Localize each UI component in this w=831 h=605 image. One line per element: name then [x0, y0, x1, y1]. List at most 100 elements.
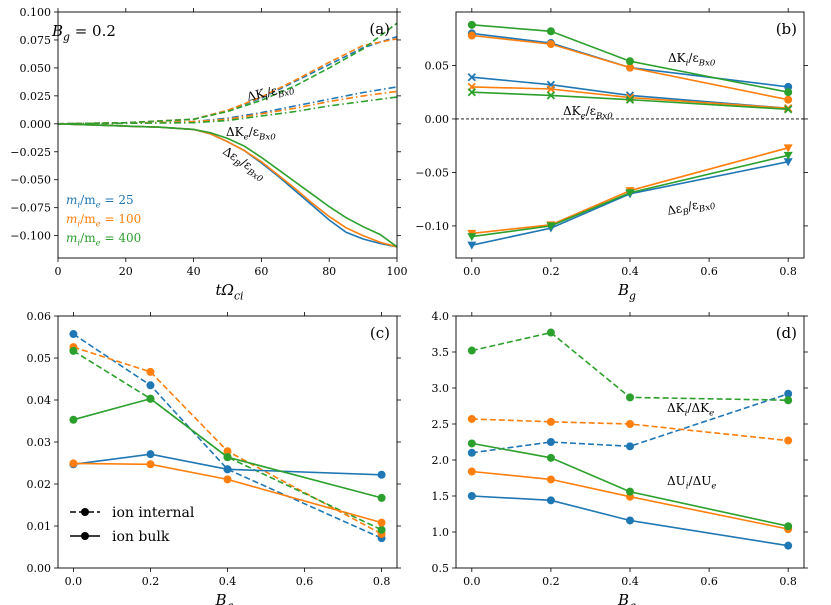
y-tick-label: 0.05 [425, 59, 450, 72]
series-line [471, 418, 789, 442]
y-tick-label: 0.025 [20, 90, 52, 103]
panel-label: (c) [370, 324, 390, 342]
data-point [377, 493, 386, 502]
annotation: Bg = 0.2 [51, 22, 116, 44]
y-tick-label: −0.10 [415, 220, 449, 233]
series-line [57, 86, 398, 125]
annotation: ΔKi/εBx0 [246, 80, 297, 108]
data-point [546, 496, 555, 505]
y-tick-label: 3.0 [432, 382, 450, 395]
data-point [546, 438, 555, 446]
x-tick-label: 40 [187, 265, 201, 278]
series-line [471, 86, 789, 110]
series-line [471, 34, 789, 101]
data-point [146, 367, 155, 376]
y-tick-label: 0.05 [27, 352, 52, 365]
data-point [467, 20, 476, 29]
series-line [72, 350, 382, 531]
data-point [783, 151, 793, 160]
data-point [625, 189, 635, 198]
y-tick-label: 3.5 [432, 346, 450, 359]
data-point [546, 27, 555, 36]
x-tick-label: 80 [322, 265, 336, 278]
annotation: ΔKe/εBx0 [226, 125, 276, 143]
data-point [467, 448, 476, 457]
data-point [784, 522, 793, 531]
legend-entry: mi/me = 25 [66, 193, 134, 211]
annotation: ΔUi/ΔUe [667, 474, 716, 492]
data-point [223, 453, 232, 462]
data-point [146, 394, 155, 403]
y-tick-label: 1.0 [432, 526, 450, 539]
x-tick-label: 0.8 [779, 575, 797, 588]
data-point [467, 346, 476, 355]
data-point [377, 518, 386, 527]
series-line [471, 91, 789, 111]
data-point [223, 447, 232, 456]
series-line [73, 462, 382, 524]
legend-entry: mi/me = 400 [66, 231, 141, 249]
x-tick-label: 0.2 [542, 575, 560, 588]
y-tick-label: 1.5 [432, 490, 450, 503]
x-tick-label: 0.8 [779, 265, 797, 278]
y-tick-label: 2.5 [432, 418, 450, 431]
data-point [546, 328, 555, 337]
x-tick-label: 0 [55, 265, 62, 278]
series-line [57, 22, 398, 125]
data-point [467, 233, 477, 242]
data-point [784, 396, 793, 405]
data-point [377, 525, 386, 534]
x-tick-label: 0.4 [621, 265, 639, 278]
data-point [467, 467, 476, 476]
series-line [73, 346, 382, 535]
x-tick-label: 0.2 [542, 265, 560, 278]
legend-entry: mi/me = 100 [66, 212, 141, 230]
panel-label: (a) [369, 20, 390, 38]
data-point [223, 475, 232, 484]
panel-label: (d) [776, 324, 797, 342]
data-point [784, 436, 793, 445]
data-point [223, 465, 232, 474]
legend-label: ion internal [112, 505, 195, 521]
axes-frame [455, 11, 805, 259]
y-tick-label: −0.075 [10, 202, 51, 215]
x-tick-label: 0.6 [700, 575, 718, 588]
y-tick-label: 0.04 [27, 394, 52, 407]
y-tick-label: 0.000 [20, 118, 52, 131]
x-tick-label: 0.8 [373, 575, 391, 588]
data-point [546, 222, 556, 231]
data-point [626, 487, 634, 496]
data-point [467, 414, 476, 423]
data-point [467, 88, 476, 97]
y-tick-label: −0.050 [10, 174, 51, 187]
panel-a: 0 20 40 60 80 100 −0.100 −0.075 −0.050 −0.025 0.00… [10, 6, 407, 303]
data-point [377, 470, 386, 479]
y-tick-label: 0.02 [27, 478, 52, 491]
y-tick-label: −0.05 [415, 166, 449, 179]
data-point [546, 475, 555, 484]
data-point [546, 84, 556, 94]
y-tick-label: −0.100 [10, 230, 51, 243]
series-line [471, 393, 789, 454]
data-point [69, 330, 78, 339]
data-point [784, 541, 793, 550]
series-line [57, 96, 398, 125]
legend-marker [81, 508, 89, 516]
data-point [626, 393, 634, 402]
data-point [146, 381, 155, 390]
series-line [57, 35, 398, 125]
annotation: ΔKi/ΔKe [667, 401, 714, 419]
panel-d: 0.0 0.2 0.4 0.6 0.8 0.5 1.0 1.5 2.0 2.5 3.0 3.5 4.0 (… [432, 310, 808, 605]
series-line [471, 76, 789, 110]
x-tick-label: 0.0 [463, 265, 481, 278]
x-axis-label: Bg [215, 591, 234, 605]
y-tick-label: 0.06 [27, 310, 52, 323]
data-point [546, 453, 555, 462]
data-point [467, 439, 476, 448]
data-point [784, 95, 793, 104]
axes-frame [455, 315, 805, 569]
data-point [626, 420, 634, 428]
data-point [784, 389, 793, 398]
y-tick-label: 0.00 [27, 562, 52, 575]
